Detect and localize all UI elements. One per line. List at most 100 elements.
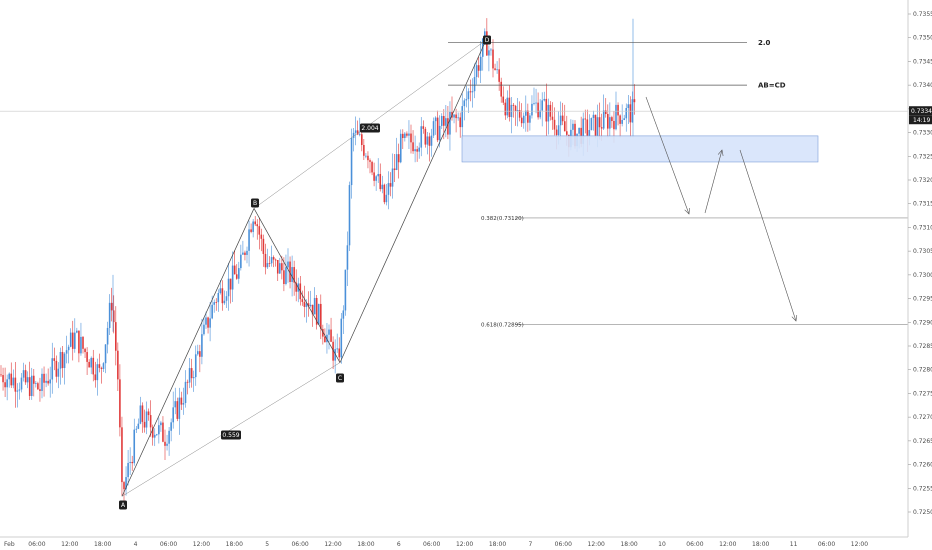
ratio-label[interactable]: 0.559 [221, 430, 241, 440]
candle-body [221, 288, 224, 304]
pattern-point-d[interactable]: D [483, 35, 491, 45]
candle-body [164, 441, 166, 446]
candle-body [182, 402, 185, 405]
candle-body [328, 329, 330, 335]
candle-body [74, 332, 76, 349]
candle [178, 387, 181, 435]
candle [531, 95, 533, 119]
candle-body [147, 411, 150, 416]
candle-body [285, 267, 287, 284]
candle [164, 429, 166, 460]
pattern-leg-bc[interactable] [253, 208, 341, 363]
candles-layer [0, 18, 636, 506]
pattern-point-a[interactable]: A [119, 500, 127, 510]
time-tick-label: 06:00 [291, 541, 308, 548]
candle-body [229, 278, 232, 290]
candle [252, 219, 254, 238]
candle [102, 362, 105, 373]
price-tick-label: 0.73100 [913, 224, 932, 231]
candle [215, 298, 218, 311]
candle-body [381, 184, 384, 190]
arrow-head [717, 149, 724, 156]
candle [137, 418, 140, 430]
candle [51, 342, 54, 394]
candle [381, 175, 384, 194]
candle [629, 96, 632, 138]
candle-body [96, 364, 99, 381]
candle [82, 336, 84, 354]
candle [160, 420, 162, 432]
candle-body [340, 318, 343, 358]
price-axis[interactable]: 0.735500.735000.734500.734000.733500.733… [907, 0, 932, 537]
candle-body [10, 373, 13, 386]
candle-body [422, 126, 425, 129]
candle [506, 90, 509, 119]
pattern-leg-cd[interactable] [339, 39, 487, 363]
pattern-diagonal-ac[interactable] [121, 362, 341, 497]
badge-box [336, 373, 344, 383]
candle-body [133, 429, 136, 464]
candle [549, 101, 552, 121]
time-tick-label: 18:00 [94, 541, 111, 548]
candle [186, 379, 189, 395]
candle-body [352, 132, 355, 138]
candle [240, 244, 242, 271]
badge-text: A [121, 502, 126, 509]
pattern-point-b[interactable]: B [251, 198, 259, 208]
time-tick-label: 18:00 [752, 541, 769, 548]
candle-body [158, 425, 160, 435]
candle [416, 145, 418, 162]
current-price-tag[interactable]: 0.73345 14:19 [909, 106, 932, 125]
projection-arrow-down-2[interactable] [739, 149, 798, 322]
candle [94, 361, 97, 388]
pattern-point-c[interactable]: C [336, 373, 344, 383]
candle-body [88, 361, 90, 368]
time-tick-label: 12:00 [324, 541, 341, 548]
candle [348, 181, 351, 252]
price-tick-label: 0.72650 [913, 438, 932, 445]
candle [469, 79, 472, 102]
candle [342, 305, 345, 334]
candle-body [615, 104, 617, 130]
ratio-label[interactable]: 2.004 [360, 123, 380, 133]
candle-body [334, 349, 336, 361]
candle [260, 228, 263, 252]
candle-body [160, 422, 162, 426]
candle [471, 78, 474, 108]
candle [0, 365, 2, 377]
projection-arrow-down-1[interactable] [645, 96, 690, 215]
candle-body [623, 118, 625, 120]
candle [520, 103, 523, 127]
candle [539, 99, 541, 120]
candle [110, 287, 113, 322]
demand-zone-box[interactable] [461, 135, 819, 163]
candle [45, 373, 47, 388]
candle [279, 257, 281, 275]
candle [449, 101, 451, 151]
candle [508, 85, 511, 122]
candle-body [541, 100, 543, 111]
candle-body [141, 405, 144, 422]
candle-body [112, 310, 115, 323]
candle-body [143, 421, 146, 428]
candle-body [416, 149, 418, 152]
candle-body [529, 115, 531, 123]
pattern-leg-ab[interactable] [121, 208, 255, 497]
candle-body [18, 389, 21, 391]
candle [395, 137, 398, 171]
time-axis[interactable]: Feb 06:00 12:00 18:00 4 06:00 12:00 18:00 5 06:00… [0, 536, 908, 548]
candle [112, 295, 115, 334]
candle-body [590, 118, 593, 131]
candle-body [238, 268, 240, 279]
candle-body [402, 133, 404, 139]
candle [535, 88, 537, 114]
candle-body [477, 65, 480, 71]
candle-body [26, 377, 29, 383]
candle-body [115, 322, 117, 351]
projection-arrow-up[interactable] [704, 149, 724, 214]
time-tick-label: 06:00 [28, 541, 45, 548]
candle-body [574, 123, 576, 147]
candle [117, 342, 119, 392]
arrow-path [645, 96, 690, 215]
